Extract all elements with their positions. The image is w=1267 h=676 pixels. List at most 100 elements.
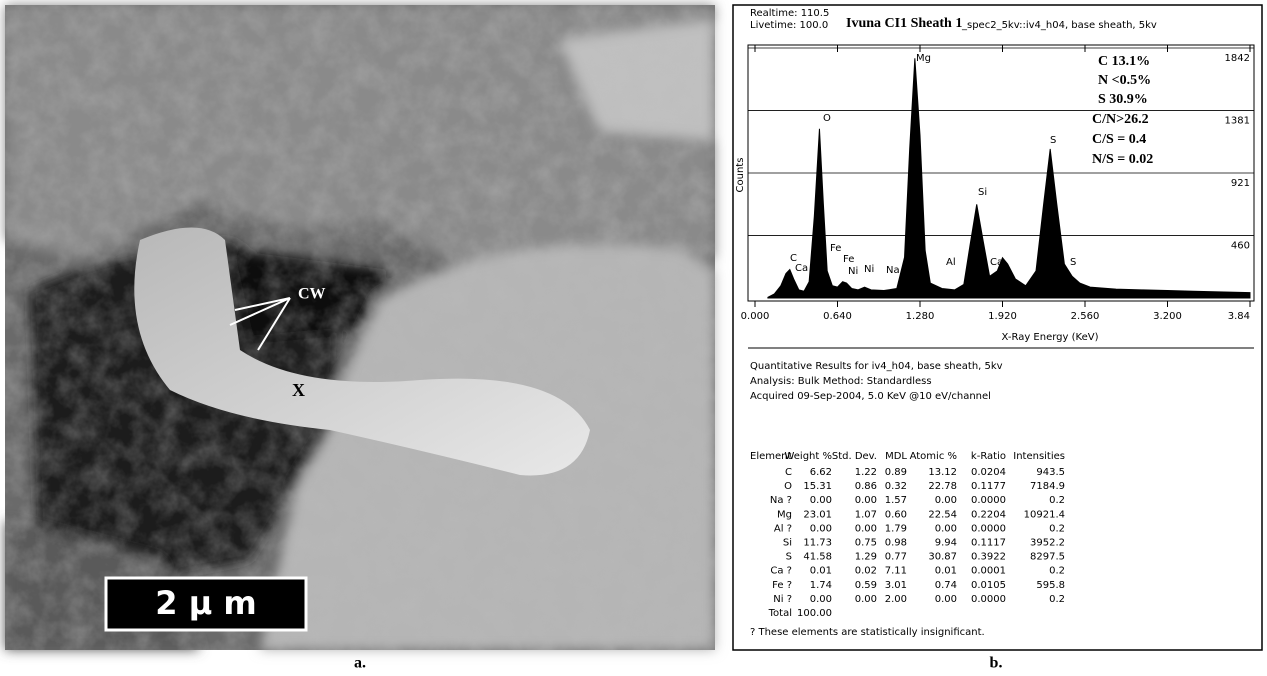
table-cell: 0.0000 (971, 523, 1006, 534)
table-cell: 0.00 (935, 523, 957, 534)
x-tick-label: 2.560 (1071, 311, 1100, 322)
table-cell: 11.73 (803, 538, 832, 549)
table-cell: 1.74 (810, 580, 832, 591)
caption-b: b. (990, 655, 1003, 672)
table-cell: Total (768, 608, 792, 619)
table-cell: 595.8 (1036, 580, 1065, 591)
caption-a: a. (354, 655, 366, 672)
table-cell: Al ? (774, 523, 792, 534)
table-cell: 0.86 (855, 481, 877, 492)
peak-label: Na (886, 265, 900, 276)
scale-label: 2 μ m (155, 584, 256, 622)
table-cell: 1.22 (855, 467, 877, 478)
x-tick-label: 3.84 (1228, 311, 1250, 322)
x-tick-label: 0.000 (741, 311, 770, 322)
table-cell: 0.00 (935, 594, 957, 605)
table-header: Element (750, 451, 791, 462)
table-cell: 13.12 (928, 467, 957, 478)
y-tick-label: 460 (1231, 241, 1250, 252)
x-tick-label: 0.640 (823, 311, 852, 322)
table-cell: 0.74 (935, 580, 957, 591)
results-line: Acquired 09-Sep-2004, 5.0 KeV @10 eV/cha… (750, 391, 991, 402)
table-cell: 41.58 (803, 552, 832, 563)
annotation: N/S = 0.02 (1092, 152, 1153, 167)
table-cell: 943.5 (1036, 467, 1065, 478)
table-cell: 100.00 (797, 608, 832, 619)
table-cell: 7.11 (885, 566, 907, 577)
table-cell: 0.00 (810, 594, 832, 605)
table-cell: 0.00 (810, 523, 832, 534)
annotation: S 30.9% (1098, 92, 1148, 107)
spectrum (767, 58, 1251, 299)
table-cell: 15.31 (803, 481, 832, 492)
sem-image (5, 5, 715, 651)
table-header: Weight % (784, 451, 832, 462)
table-cell: 22.54 (928, 509, 957, 520)
y-tick-label: 921 (1231, 178, 1250, 189)
x-axis-label: X-Ray Energy (KeV) (1002, 332, 1099, 343)
table-cell: 0.2 (1049, 523, 1065, 534)
table-cell: 3.01 (885, 580, 907, 591)
table-cell: 0.2204 (971, 509, 1006, 520)
table-cell: 0.0001 (971, 566, 1006, 577)
peak-label: Ni (864, 264, 874, 275)
table-cell: Fe ? (772, 580, 792, 591)
table-cell: 3952.2 (1030, 538, 1065, 549)
peak-label: C (790, 253, 797, 264)
peak-label: Ca (999, 267, 1012, 278)
table-cell: 0.0105 (971, 580, 1006, 591)
panel-frame (732, 4, 1263, 651)
table-cell: 0.0204 (971, 467, 1006, 478)
results-line: Quantitative Results for iv4_h04, base s… (750, 361, 1003, 372)
peak-label: Fe (830, 243, 841, 254)
x-tick-label: 3.200 (1153, 311, 1182, 322)
table-cell: 0.77 (885, 552, 907, 563)
table-header: Atomic % (910, 451, 957, 462)
annotation: C/S = 0.4 (1092, 132, 1146, 147)
table-cell: 0.00 (855, 495, 877, 506)
sample-title: Ivuna CI1 Sheath 1 (846, 16, 962, 31)
table-cell: 0.0000 (971, 495, 1006, 506)
label-x: X (292, 380, 305, 400)
table-cell: Na ? (770, 495, 792, 506)
y-axis-label: Counts (735, 158, 746, 193)
table-cell: 23.01 (803, 509, 832, 520)
livetime: Livetime: 100.0 (750, 20, 828, 31)
table-cell: 0.2 (1049, 566, 1065, 577)
table-cell: 10921.4 (1024, 509, 1065, 520)
table-cell: Ni ? (773, 594, 792, 605)
table-cell: 1.07 (855, 509, 877, 520)
table-cell: 0.00 (810, 495, 832, 506)
table-header: MDL (885, 451, 907, 462)
table-cell: 0.2 (1049, 594, 1065, 605)
footnote: ? These elements are statistically insig… (750, 627, 985, 638)
table-header: k-Ratio (971, 451, 1006, 462)
table-header: Intensities (1013, 451, 1065, 462)
table-cell: 0.75 (855, 538, 877, 549)
table-cell: 1.57 (885, 495, 907, 506)
table-cell: 0.00 (935, 495, 957, 506)
annotation: N <0.5% (1098, 73, 1151, 88)
scale-bar (104, 576, 308, 632)
peak-label: Si (978, 187, 987, 198)
table-cell: 0.3922 (971, 552, 1006, 563)
peak-label: Ca (795, 263, 808, 274)
table-cell: 30.87 (928, 552, 957, 563)
realtime: Realtime: 110.5 (750, 8, 829, 19)
table-cell: 0.00 (855, 594, 877, 605)
peak-label: Al (946, 257, 956, 268)
peak-label: S (1050, 135, 1056, 146)
table-header: Std. Dev. (832, 451, 877, 462)
table-cell: 0.59 (855, 580, 877, 591)
table-cell: 0.01 (810, 566, 832, 577)
table-cell: O (784, 481, 792, 492)
table-cell: 0.1117 (971, 538, 1006, 549)
table-cell: Mg (777, 509, 792, 520)
table-cell: 0.02 (855, 566, 877, 577)
table-cell: 0.00 (855, 523, 877, 534)
table-cell: 0.98 (885, 538, 907, 549)
results-line: Analysis: Bulk Method: Standardless (750, 376, 932, 387)
peak-label: Fe (843, 254, 854, 265)
table-cell: 0.32 (885, 481, 907, 492)
table-cell: 0.0000 (971, 594, 1006, 605)
